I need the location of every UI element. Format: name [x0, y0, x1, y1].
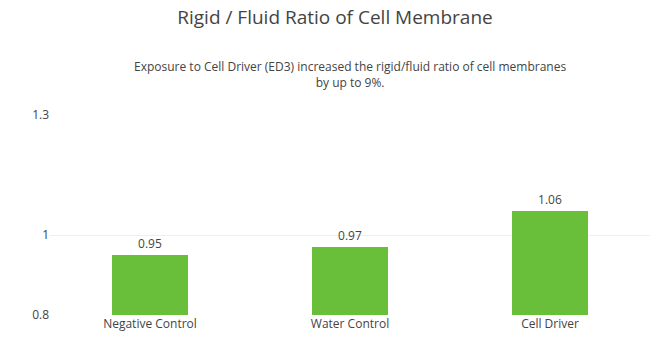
svg-text:1: 1: [42, 226, 49, 243]
svg-text:0.95: 0.95: [138, 235, 162, 252]
svg-text:1.06: 1.06: [538, 191, 562, 208]
svg-text:Exposure to Cell Driver (ED3): Exposure to Cell Driver (ED3) increased …: [134, 58, 566, 91]
svg-text:Water Control: Water Control: [311, 315, 389, 332]
svg-text:Cell Driver: Cell Driver: [521, 315, 579, 332]
svg-text:0.97: 0.97: [338, 227, 362, 244]
svg-text:Rigid / Fluid Ratio of Cell Me: Rigid / Fluid Ratio of Cell Membrane: [177, 4, 492, 30]
svg-text:Negative Control: Negative Control: [103, 315, 197, 332]
svg-text:1.3: 1.3: [32, 106, 49, 123]
svg-text:0.8: 0.8: [32, 306, 49, 323]
